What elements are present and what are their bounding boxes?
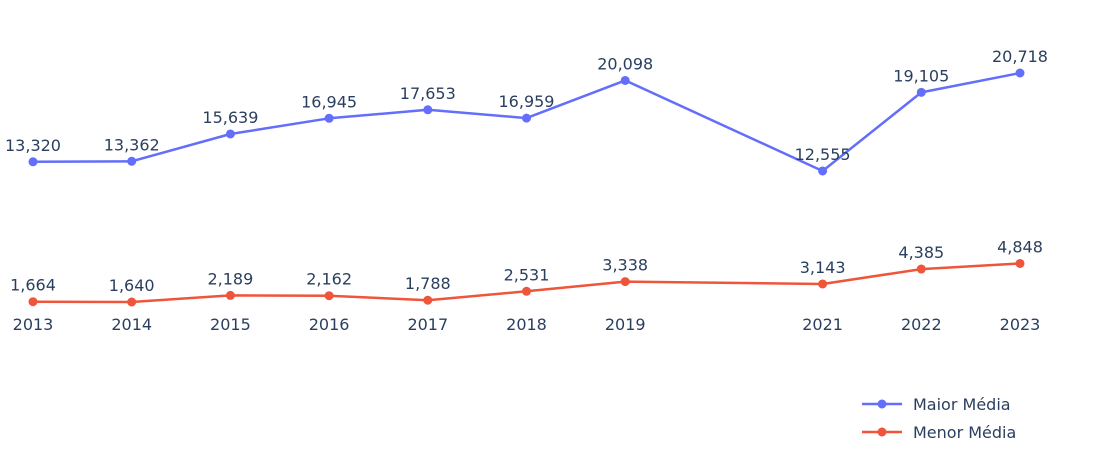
series-line-maior-media [32, 71, 1021, 173]
data-point[interactable] [916, 264, 926, 274]
data-point[interactable] [28, 157, 38, 167]
data-label: 16,959 [499, 92, 555, 111]
data-label: 15,639 [202, 108, 258, 127]
data-label: 16,945 [301, 92, 357, 111]
data-label: 1,640 [109, 276, 155, 295]
data-label: 4,848 [997, 237, 1043, 256]
data-label: 1,664 [10, 276, 56, 295]
data-point[interactable] [818, 279, 828, 289]
legend-label: Maior Média [913, 395, 1011, 414]
legend-label: Menor Média [913, 423, 1016, 442]
data-label: 2,189 [207, 269, 253, 288]
data-point[interactable] [1015, 68, 1025, 78]
data-label: 2,162 [306, 270, 352, 289]
data-label: 12,555 [795, 145, 851, 164]
data-label: 3,338 [602, 256, 648, 275]
data-labels: 13,320 13,362 15,639 16,945 17,653 16,959 20,0… [5, 47, 1048, 295]
legend-swatch-marker [877, 427, 887, 437]
x-tick-label: 2021 [802, 315, 843, 334]
data-label: 3,143 [800, 258, 846, 277]
data-label: 13,320 [5, 136, 61, 155]
series-layer [28, 68, 1025, 307]
data-point[interactable] [1015, 258, 1025, 268]
data-label: 13,362 [104, 135, 160, 154]
data-point[interactable] [916, 87, 926, 97]
x-tick-label: 2018 [506, 315, 547, 334]
data-point[interactable] [423, 295, 433, 305]
data-point[interactable] [620, 277, 630, 287]
data-label: 20,718 [992, 47, 1048, 66]
data-label: 19,105 [893, 66, 949, 85]
series-line-menor-media [32, 262, 1021, 304]
data-point[interactable] [127, 297, 137, 307]
data-point[interactable] [522, 286, 531, 296]
x-tick-label: 2014 [111, 315, 152, 334]
data-point[interactable] [225, 290, 235, 300]
legend-item[interactable]: Maior Média [862, 395, 1011, 414]
legend-swatch-marker [877, 399, 887, 409]
data-label: 17,653 [400, 84, 456, 103]
data-label: 1,788 [405, 274, 451, 293]
data-point[interactable] [423, 105, 433, 115]
x-tick-label: 2023 [1000, 315, 1041, 334]
data-point[interactable] [818, 166, 828, 176]
data-point[interactable] [324, 291, 334, 301]
data-point[interactable] [127, 156, 137, 166]
x-tick-label: 2016 [309, 315, 350, 334]
x-tick-label: 2022 [901, 315, 942, 334]
data-point[interactable] [225, 129, 235, 139]
x-tick-label: 2017 [407, 315, 448, 334]
x-tick-label: 2015 [210, 315, 251, 334]
data-label: 20,098 [597, 54, 653, 73]
data-label: 2,531 [504, 265, 550, 284]
x-tick-label: 2013 [13, 315, 54, 334]
data-point[interactable] [28, 297, 38, 307]
data-point[interactable] [324, 113, 334, 123]
legend-item[interactable]: Menor Média [862, 423, 1016, 442]
x-tick-label: 2019 [605, 315, 646, 334]
legend: Maior Média Menor Média [862, 395, 1016, 442]
data-point[interactable] [522, 113, 531, 123]
data-point[interactable] [620, 75, 630, 85]
data-label: 4,385 [898, 243, 944, 262]
x-axis-ticks: 2013 2014 2015 2016 2017 2018 2019 2021 2022 2023 [13, 315, 1041, 334]
